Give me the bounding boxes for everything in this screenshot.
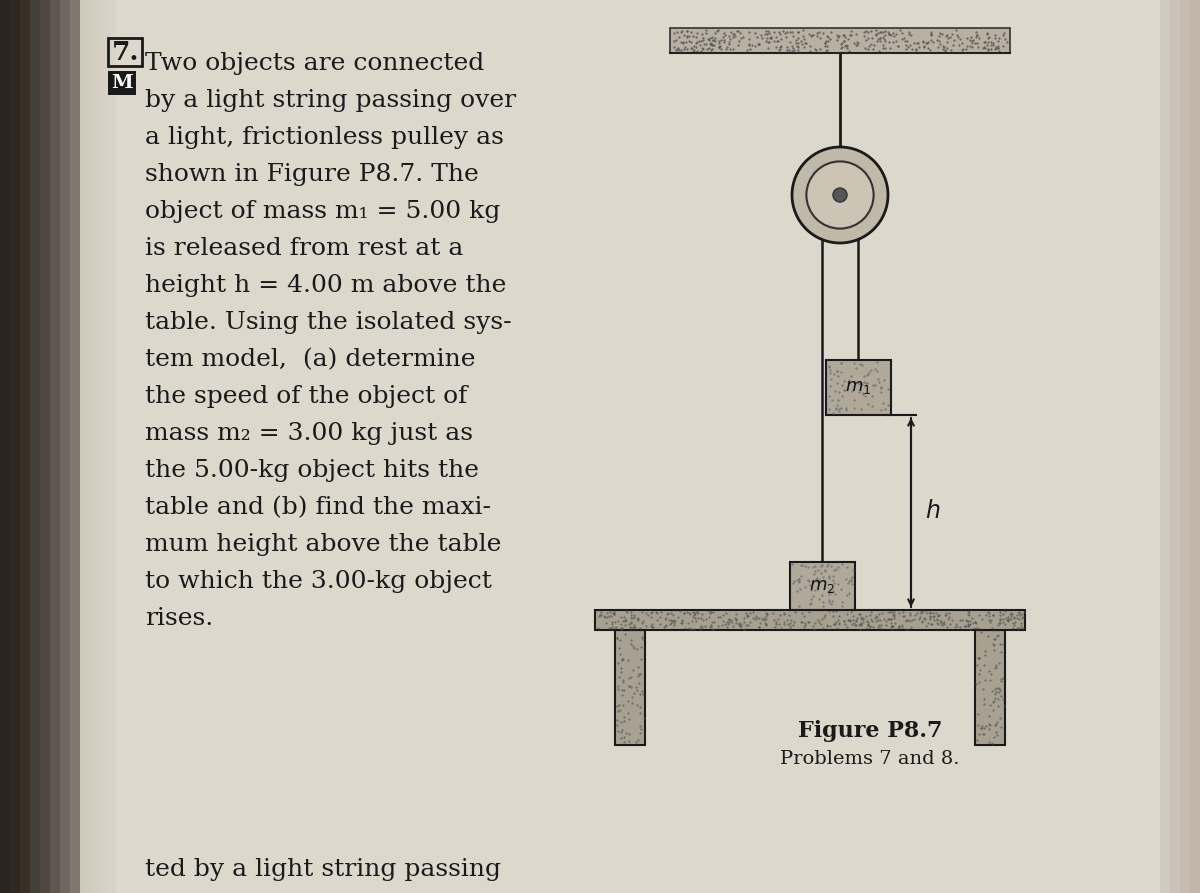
Text: tem model,  (a) determine: tem model, (a) determine	[145, 348, 475, 371]
Polygon shape	[30, 0, 40, 893]
Text: Two objects are connected: Two objects are connected	[145, 52, 485, 75]
Text: a light, frictionless pulley as: a light, frictionless pulley as	[145, 126, 504, 149]
Polygon shape	[1190, 0, 1200, 893]
Bar	[108, 71, 136, 95]
Polygon shape	[20, 0, 30, 893]
Text: M: M	[112, 74, 133, 92]
Bar	[595, 610, 1025, 630]
Polygon shape	[1170, 0, 1180, 893]
Text: the speed of the object of: the speed of the object of	[145, 385, 467, 408]
Text: mum height above the table: mum height above the table	[145, 533, 502, 556]
Text: by a light string passing over: by a light string passing over	[145, 89, 516, 112]
Text: Problems 7 and 8.: Problems 7 and 8.	[780, 750, 960, 768]
Text: 7.: 7.	[112, 39, 139, 64]
Circle shape	[833, 188, 847, 202]
Text: table and (b) find the maxi-: table and (b) find the maxi-	[145, 496, 491, 519]
Text: is released from rest at a: is released from rest at a	[145, 237, 463, 260]
Text: height h = 4.00 m above the: height h = 4.00 m above the	[145, 274, 506, 297]
Polygon shape	[92, 0, 98, 893]
Text: $m_2$: $m_2$	[809, 577, 835, 595]
Polygon shape	[86, 0, 92, 893]
Text: ted by a light string passing: ted by a light string passing	[145, 858, 502, 881]
Polygon shape	[98, 0, 104, 893]
Polygon shape	[1180, 0, 1190, 893]
Polygon shape	[50, 0, 60, 893]
Text: rises.: rises.	[145, 607, 214, 630]
Text: shown in Figure P8.7. The: shown in Figure P8.7. The	[145, 163, 479, 186]
Polygon shape	[70, 0, 80, 893]
Bar	[108, 38, 142, 66]
Circle shape	[792, 147, 888, 243]
Bar	[670, 28, 1010, 53]
Circle shape	[806, 162, 874, 229]
Polygon shape	[60, 0, 70, 893]
Bar	[974, 630, 1006, 745]
Polygon shape	[40, 0, 50, 893]
Text: the 5.00-kg object hits the: the 5.00-kg object hits the	[145, 459, 479, 482]
Polygon shape	[80, 0, 86, 893]
Text: object of mass m₁ = 5.00 kg: object of mass m₁ = 5.00 kg	[145, 200, 500, 223]
Text: $h$: $h$	[925, 500, 941, 523]
Text: $m_1$: $m_1$	[845, 378, 871, 396]
Bar	[826, 360, 890, 415]
Bar	[790, 562, 854, 610]
Polygon shape	[1160, 0, 1170, 893]
Polygon shape	[0, 0, 10, 893]
Text: mass m₂ = 3.00 kg just as: mass m₂ = 3.00 kg just as	[145, 422, 473, 445]
Text: table. Using the isolated sys-: table. Using the isolated sys-	[145, 311, 511, 334]
Polygon shape	[10, 0, 20, 893]
Bar	[616, 630, 646, 745]
Text: Figure P8.7: Figure P8.7	[798, 720, 942, 742]
Text: to which the 3.00-kg object: to which the 3.00-kg object	[145, 570, 492, 593]
